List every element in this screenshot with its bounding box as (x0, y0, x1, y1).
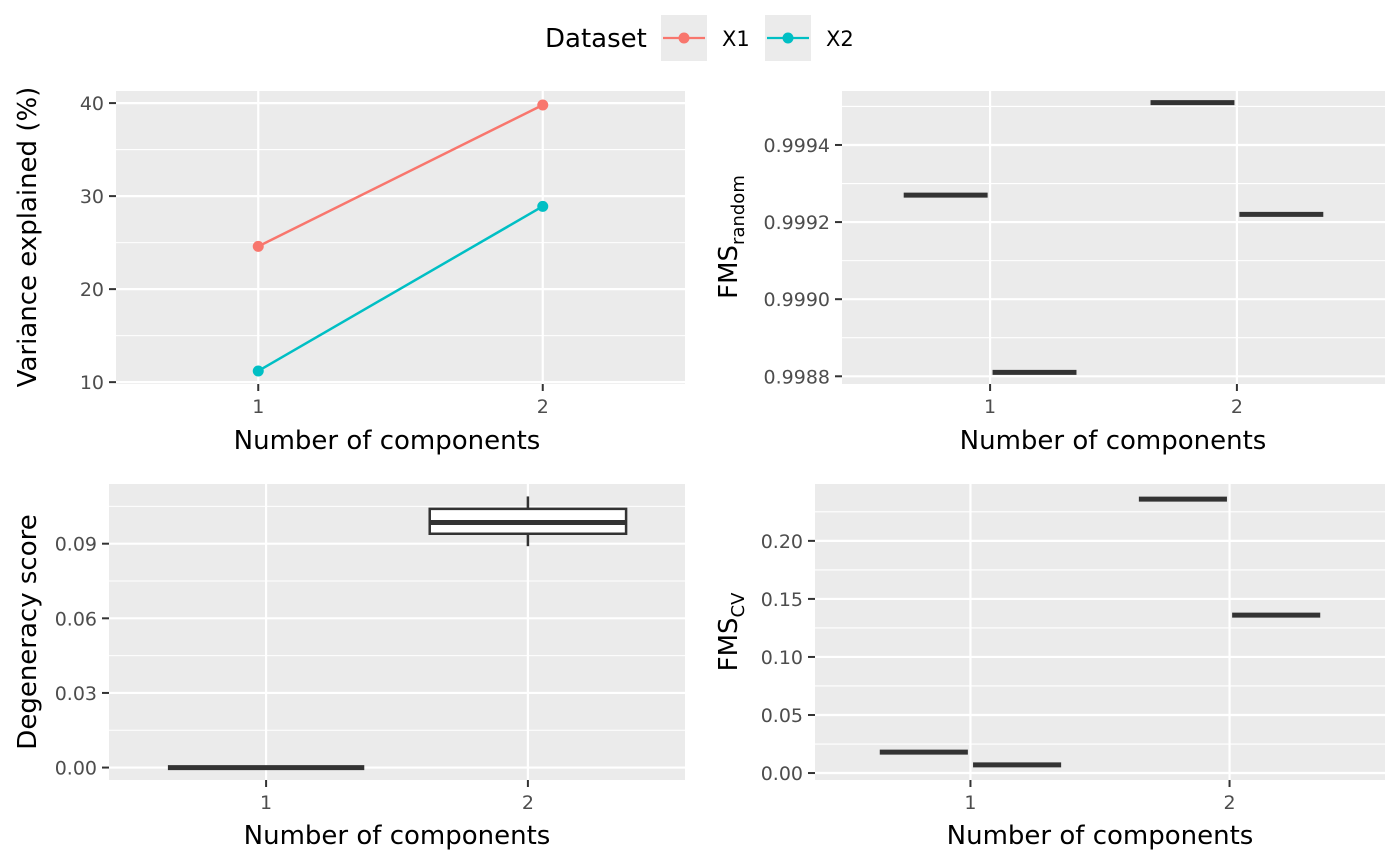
degeneracy-x-axis-title: Number of components (244, 821, 551, 851)
x-tick-label: 1 (964, 792, 976, 814)
y-tick-label: 0.9990 (764, 289, 830, 311)
fms-cv-axes: 0.00 0.05 0.10 0.15 0.20 1 2 (761, 531, 1236, 814)
x-tick-label: 2 (537, 396, 549, 418)
variance-x-axis-title: Number of components (234, 426, 541, 456)
fms-random-y-axis-title-main: FMS (714, 245, 744, 299)
variance-y-axis-title: Variance explained (%) (13, 87, 43, 388)
y-tick-label: 0.10 (761, 647, 803, 669)
y-tick-label: 0.9992 (764, 212, 830, 234)
y-tick-label: 40 (80, 93, 104, 115)
y-tick-label: 10 (80, 372, 104, 394)
data-point-x2 (537, 200, 549, 212)
data-point-x1 (252, 240, 264, 252)
y-tick-label: 0.9994 (764, 135, 830, 157)
y-tick-label: 0.05 (761, 705, 803, 727)
series-line-x1 (257, 103, 544, 248)
legend-point-x2 (782, 32, 794, 44)
degeneracy-axes: 0.00 0.03 0.06 0.09 1 2 (55, 534, 534, 814)
legend: Dataset X1 X2 (545, 15, 854, 61)
fms-cv-panel: 0.00 0.05 0.10 0.15 0.20 1 2 Number of compone… (714, 484, 1385, 851)
fms-cv-plot-background (815, 484, 1385, 780)
y-tick-label: 30 (80, 186, 104, 208)
fms-random-axes: 0.9988 0.9990 0.9992 0.9994 1 2 (764, 135, 1243, 418)
degeneracy-panel: 0.000.030.060.091 2 Number of components … (13, 484, 685, 851)
fms-random-marks (903, 100, 1324, 375)
legend-item-x2: X2 (765, 15, 854, 61)
variance-panel: 10 20 30 40 1 2 Number of components Variance… (13, 87, 685, 456)
variance-marks (252, 99, 549, 377)
legend-item-x1: X1 (661, 15, 750, 61)
y-tick-label: 0.20 (761, 531, 803, 553)
x-tick-label: 1 (252, 396, 264, 418)
data-point-x2 (252, 365, 264, 377)
fms-cv-y-axis-title-sub: CV (728, 592, 749, 618)
legend-label-x1: X1 (722, 27, 750, 51)
series-line-x2 (257, 205, 544, 373)
y-tick-label: 0.00 (761, 763, 803, 785)
fms-random-plot-background (842, 91, 1385, 384)
fms-random-gridlines (842, 91, 1385, 384)
fms-cv-gridlines (815, 484, 1385, 780)
legend-point-x1 (678, 32, 690, 44)
fms-random-panel: 0.9988 0.9990 0.9992 0.9994 1 2 Number of com… (714, 91, 1385, 456)
x-tick-label: 1 (984, 396, 996, 418)
fms-cv-x-axis-title: Number of components (947, 821, 1254, 851)
x-tick-label: 2 (1231, 396, 1243, 418)
fms-random-x-axis-title: Number of components (960, 426, 1267, 456)
degeneracy-y-axis-title: Degeneracy score (13, 514, 43, 749)
variance-plot-background (116, 91, 685, 384)
fms-cv-y-axis-title: FMSCV (714, 592, 749, 671)
x-tick-label: 2 (522, 792, 534, 814)
data-point-x1 (537, 99, 549, 111)
y-tick-label: 0.06 (55, 608, 97, 630)
y-tick-label: 0.00 (55, 758, 97, 780)
fms-cv-marks (879, 496, 1321, 768)
y-tick-label: 0.09 (55, 534, 97, 556)
degeneracy-marks (167, 496, 628, 771)
x-tick-label: 1 (260, 792, 272, 814)
fms-cv-y-axis-title-main: FMS (714, 617, 744, 671)
legend-label-x2: X2 (826, 27, 854, 51)
y-tick-label: 0.03 (55, 683, 97, 705)
fms-random-y-axis-title-sub: random (728, 175, 749, 245)
fms-random-y-axis-title: FMSrandom (714, 175, 749, 299)
y-tick-label: 0.15 (761, 589, 803, 611)
legend-title: Dataset (545, 24, 647, 54)
variance-axes: 10 20 30 40 1 2 (80, 93, 549, 418)
x-tick-label: 2 (1223, 792, 1235, 814)
y-tick-label: 20 (80, 279, 104, 301)
y-tick-label: 0.9988 (764, 366, 830, 388)
